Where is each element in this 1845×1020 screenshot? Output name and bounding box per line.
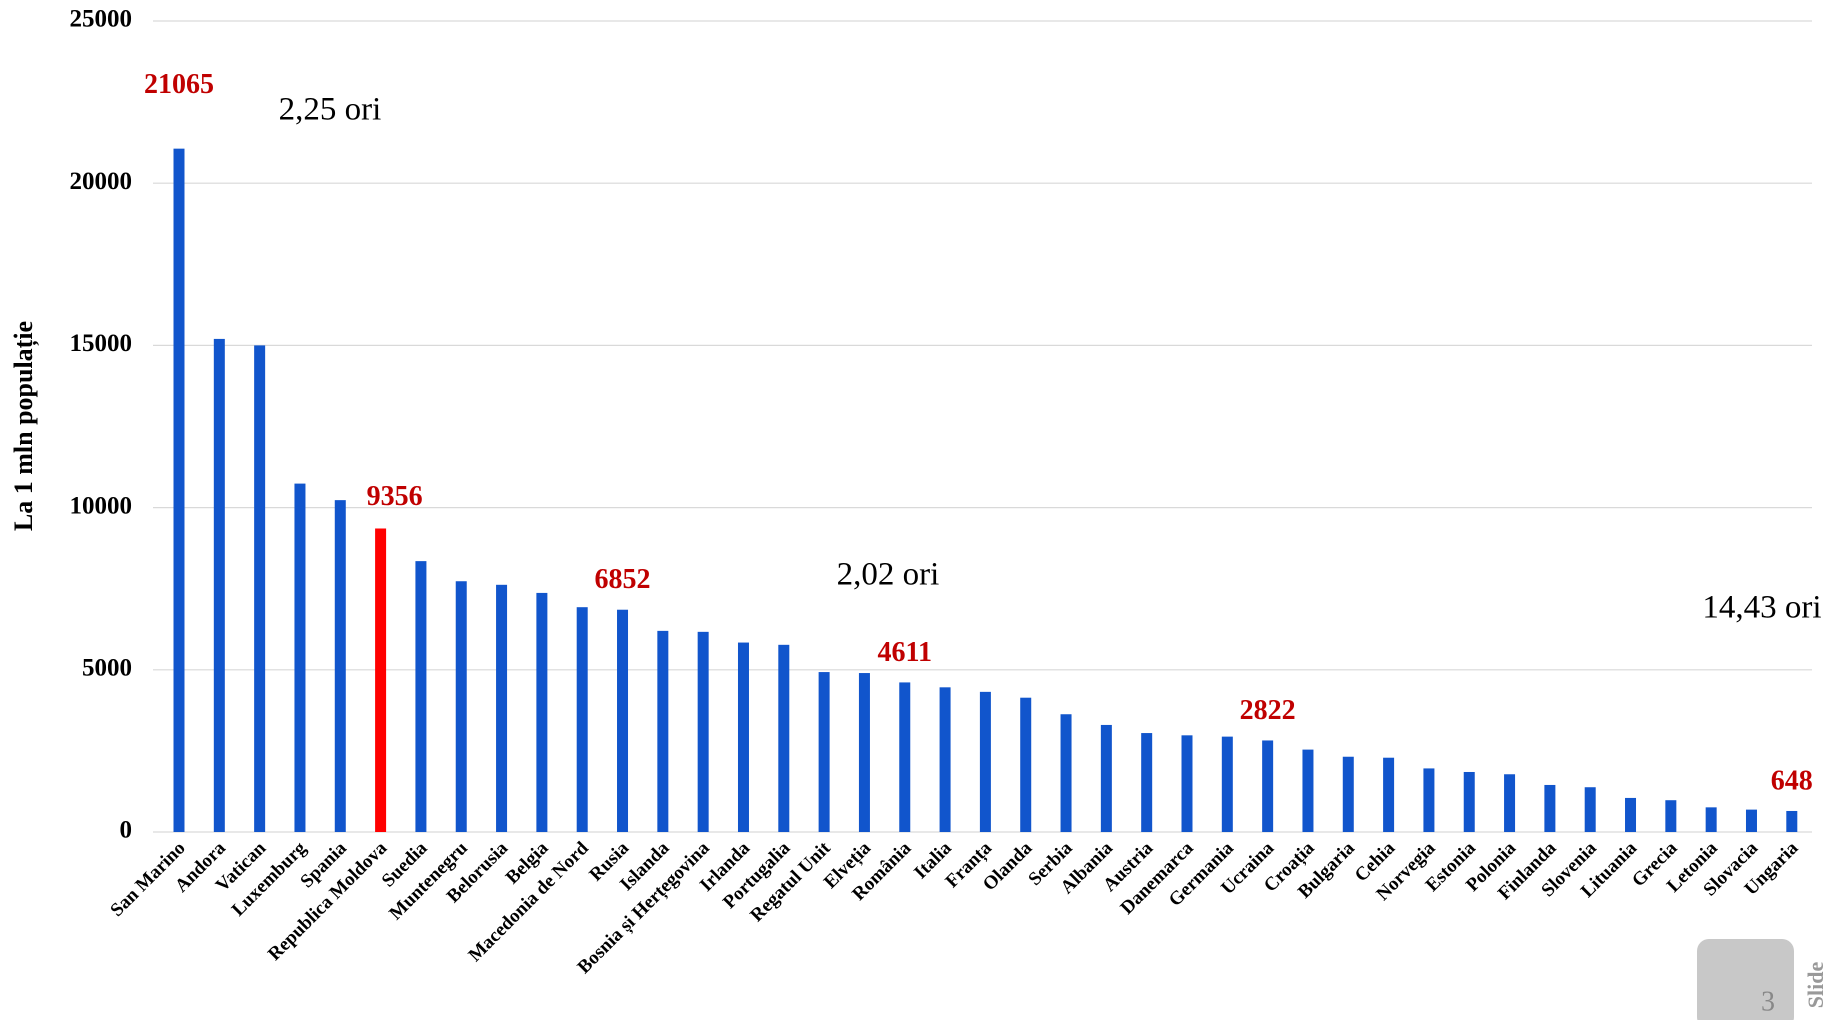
value-label: 2822	[1240, 695, 1296, 726]
y-tick-label: 15000	[70, 330, 133, 357]
bar	[1100, 724, 1112, 832]
bar	[1342, 756, 1354, 832]
bar	[1584, 787, 1596, 832]
bar	[1020, 697, 1032, 832]
bar	[899, 682, 911, 832]
y-tick-label: 20000	[70, 168, 133, 195]
bar	[254, 345, 266, 832]
bar	[173, 148, 185, 833]
y-tick-label: 25000	[70, 6, 133, 33]
bar	[334, 500, 346, 832]
bar	[1262, 740, 1274, 832]
bar	[737, 642, 749, 832]
bar	[415, 561, 427, 832]
bar	[576, 607, 588, 832]
bar	[1544, 784, 1556, 832]
bar	[1060, 714, 1072, 832]
bar	[979, 691, 991, 832]
value-label: 21065	[144, 69, 214, 100]
bar	[496, 584, 508, 832]
bar	[375, 528, 387, 832]
value-label: 9356	[367, 481, 423, 512]
bar	[536, 592, 548, 832]
y-tick-label: 5000	[82, 655, 132, 682]
bar	[939, 687, 951, 832]
bar	[213, 338, 225, 832]
value-label: 6852	[595, 564, 651, 595]
value-label: 648	[1771, 765, 1813, 796]
annotation: 14,43 ori	[1702, 590, 1821, 626]
value-label: 4611	[878, 637, 932, 668]
bar	[1504, 774, 1516, 832]
bar	[1423, 768, 1435, 832]
slide-badge	[1697, 939, 1794, 1020]
bar	[1141, 733, 1153, 832]
bar	[1463, 771, 1475, 832]
bar	[455, 581, 467, 832]
bar	[1705, 807, 1717, 832]
bar	[1665, 800, 1677, 832]
bar	[1302, 749, 1314, 832]
bar	[617, 609, 629, 832]
slide-number: 3	[1761, 986, 1775, 1017]
y-tick-label: 0	[120, 817, 133, 844]
bar	[1181, 735, 1193, 832]
bar	[1221, 736, 1233, 832]
bar	[1625, 797, 1637, 832]
bar	[697, 631, 709, 832]
bar	[778, 644, 790, 832]
bar	[818, 672, 830, 832]
slide-label: Slide	[1803, 962, 1828, 1009]
bar	[1383, 757, 1395, 832]
bar	[657, 630, 669, 832]
annotation: 2,25 ori	[279, 92, 382, 128]
bar	[1745, 809, 1757, 832]
annotation: 2,02 ori	[837, 557, 940, 593]
y-tick-label: 10000	[70, 492, 133, 519]
bar	[858, 673, 870, 832]
bar	[294, 483, 306, 832]
y-axis-label: La 1 mln populație	[9, 321, 39, 531]
bar	[1786, 810, 1798, 832]
